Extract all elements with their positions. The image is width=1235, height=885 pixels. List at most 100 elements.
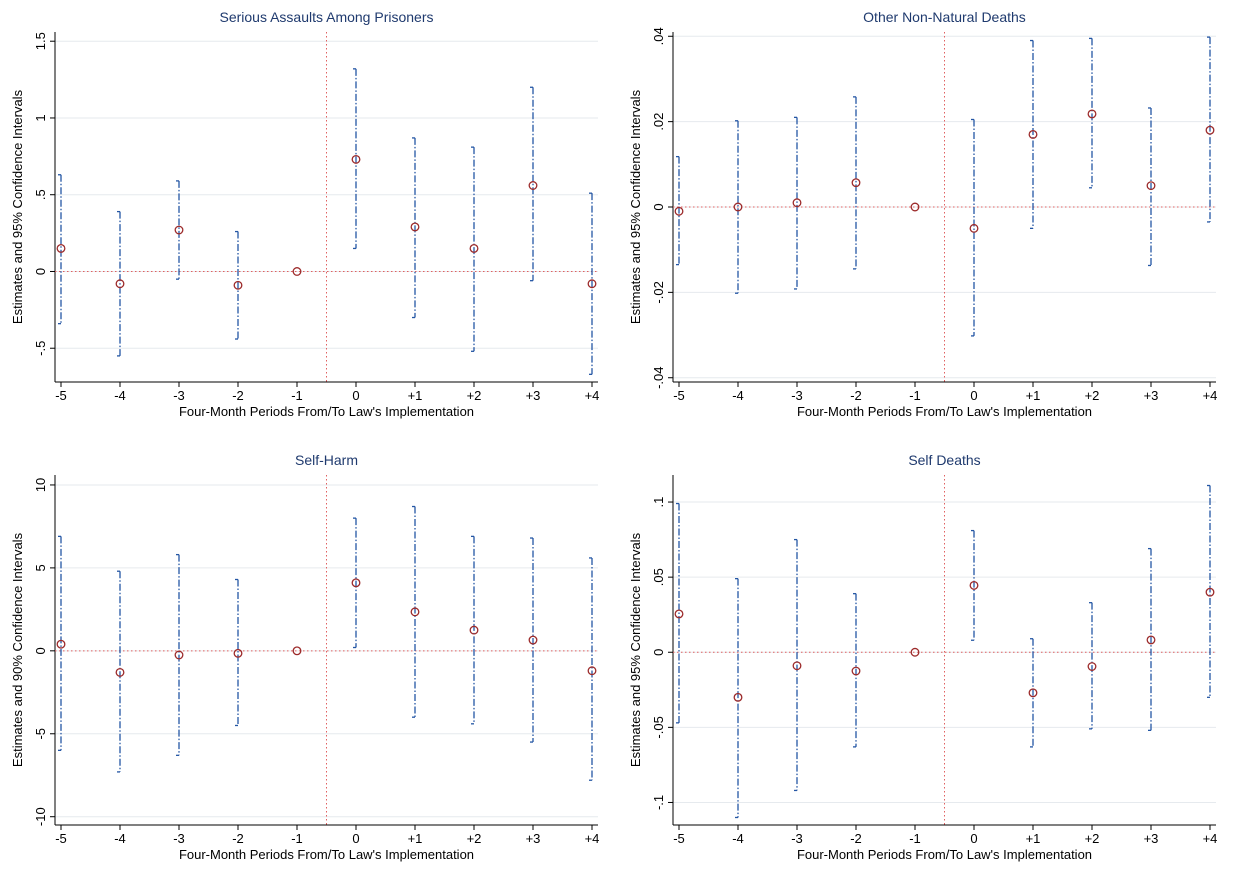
point-estimate <box>587 279 597 289</box>
x-tick-label: -3 <box>173 388 185 403</box>
point-estimate <box>174 225 184 235</box>
point-estimate <box>1146 635 1156 645</box>
x-tick-label: -3 <box>791 388 803 403</box>
point-estimate <box>851 178 861 188</box>
point-estimate <box>410 222 420 232</box>
y-tick-label: -.02 <box>651 281 666 303</box>
chart-svg: -.1 -.05 0 .05 .1 -5 -4 -3 -2 -1 0 +1 +2 +3 +4 Self Dea… <box>628 452 1217 862</box>
y-tick-label: 0 <box>33 268 48 275</box>
x-tick-label: -5 <box>673 388 685 403</box>
point-estimate <box>115 667 125 677</box>
x-tick-label: +4 <box>585 388 600 403</box>
point-estimate <box>733 202 743 212</box>
x-tick-label: -2 <box>850 388 862 403</box>
chart-title: Self Deaths <box>908 452 980 468</box>
x-tick-label: +1 <box>1026 388 1041 403</box>
panel-self-harm: -10 -5 0 5 10 -5 -4 -3 -2 -1 0 +1 +2 +3 +4 Self-Harm Fou… <box>0 443 617 885</box>
chart-svg: -.5 0 .5 1 1.5 -5 -4 -3 -2 -1 0 +1 +2 +3 +4 Serious Ass… <box>10 9 600 419</box>
y-tick-label: .02 <box>651 113 666 131</box>
point-estimate <box>528 635 538 645</box>
chart-title: Self-Harm <box>295 452 358 468</box>
x-tick-label: -5 <box>55 831 67 846</box>
point-estimate <box>351 154 361 164</box>
x-tick-label: +1 <box>408 388 423 403</box>
panel-other-non-natural-deaths: -.04 -.02 0 .02 .04 -5 -4 -3 -2 -1 0 +1 +2 +3 +4 Other … <box>618 0 1235 442</box>
point-estimate <box>1205 125 1215 135</box>
x-tick-label: -2 <box>850 831 862 846</box>
chart-title: Other Non-Natural Deaths <box>863 9 1026 25</box>
point-estimate <box>674 609 684 619</box>
y-tick-label: .5 <box>33 189 48 200</box>
point-estimate <box>528 181 538 190</box>
x-tick-label: -4 <box>114 831 126 846</box>
x-tick-label: -3 <box>173 831 185 846</box>
y-tick-label: .1 <box>651 497 666 508</box>
x-tick-label: +2 <box>1085 831 1100 846</box>
y-tick-label: 10 <box>33 478 48 492</box>
chart-svg: -.04 -.02 0 .02 .04 -5 -4 -3 -2 -1 0 +1 +2 +3 +4 Other … <box>628 9 1218 419</box>
point-estimate <box>674 206 684 216</box>
point-estimate <box>733 692 743 702</box>
y-tick-label: -.05 <box>651 716 666 738</box>
x-tick-label: +1 <box>408 831 423 846</box>
point-estimate <box>1087 662 1097 671</box>
x-tick-label: 0 <box>970 831 977 846</box>
x-tick-label: 0 <box>970 388 977 403</box>
y-tick-label: -.1 <box>651 795 666 810</box>
point-estimate <box>792 661 802 671</box>
point-estimate <box>115 279 125 289</box>
point-estimate <box>851 666 861 676</box>
x-axis-label: Four-Month Periods From/To Law's Impleme… <box>797 847 1092 862</box>
x-tick-label: +4 <box>585 831 600 846</box>
x-tick-label: -1 <box>291 831 303 846</box>
point-estimate <box>1205 587 1215 597</box>
x-tick-label: +4 <box>1203 388 1218 403</box>
y-axis-label: Estimates and 95% Confidence Intervals <box>628 532 643 767</box>
x-tick-label: -5 <box>673 831 685 846</box>
x-tick-label: -4 <box>732 388 744 403</box>
x-tick-label: +1 <box>1026 831 1041 846</box>
point-estimate <box>174 650 184 660</box>
point-estimate <box>292 267 302 276</box>
y-tick-label: 5 <box>33 564 48 571</box>
point-estimate <box>910 202 920 212</box>
x-tick-label: -1 <box>291 388 303 403</box>
x-tick-label: +3 <box>1144 831 1159 846</box>
y-tick-label: -5 <box>33 728 48 740</box>
x-axis-label: Four-Month Periods From/To Law's Impleme… <box>179 404 474 419</box>
point-estimate <box>469 243 479 253</box>
x-tick-label: +3 <box>526 831 541 846</box>
point-estimate <box>410 607 420 617</box>
x-tick-label: -3 <box>791 831 803 846</box>
x-tick-label: -2 <box>232 831 244 846</box>
chart-title: Serious Assaults Among Prisoners <box>220 9 434 25</box>
point-estimate <box>56 243 66 253</box>
point-estimate <box>910 647 920 657</box>
x-tick-label: -1 <box>909 831 921 846</box>
x-tick-label: +2 <box>1085 388 1100 403</box>
y-tick-label: -10 <box>33 807 48 826</box>
x-tick-label: -2 <box>232 388 244 403</box>
y-axis-label: Estimates and 95% Confidence Intervals <box>628 89 643 324</box>
point-estimate <box>233 280 243 290</box>
y-tick-label: -.5 <box>33 341 48 356</box>
y-axis-label: Estimates and 90% Confidence Intervals <box>10 532 25 767</box>
y-tick-label: 0 <box>33 647 48 654</box>
x-tick-label: +3 <box>526 388 541 403</box>
x-tick-label: -4 <box>732 831 744 846</box>
point-estimate <box>969 223 979 233</box>
y-tick-label: .04 <box>651 27 666 45</box>
y-tick-label: 1 <box>33 114 48 121</box>
y-tick-label: 1.5 <box>33 32 48 50</box>
point-estimate <box>351 578 361 588</box>
point-estimate <box>292 646 302 656</box>
x-tick-label: -1 <box>909 388 921 403</box>
point-estimate <box>1146 181 1156 191</box>
point-estimate <box>233 648 243 658</box>
point-estimate <box>969 580 979 590</box>
x-tick-label: -4 <box>114 388 126 403</box>
point-estimate <box>792 198 802 208</box>
point-estimate <box>1028 688 1038 698</box>
y-tick-label: 0 <box>651 649 666 656</box>
